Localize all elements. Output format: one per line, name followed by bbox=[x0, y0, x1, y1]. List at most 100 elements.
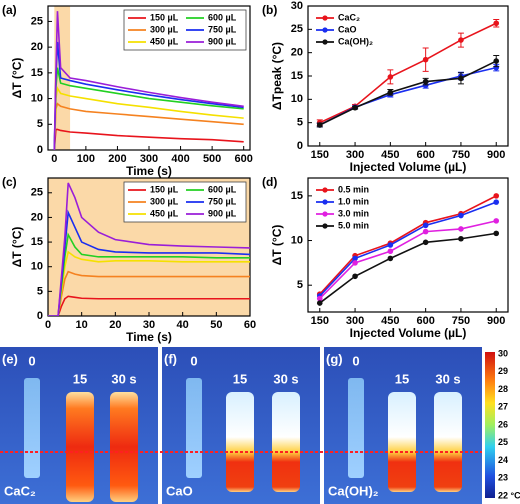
line bbox=[319, 201, 497, 297]
marker bbox=[422, 56, 429, 63]
colorbar-label: 23 bbox=[498, 473, 508, 483]
panel-label: (f) bbox=[164, 351, 177, 366]
x-tick-label: 10 bbox=[76, 319, 88, 331]
x-tick-label: 0 bbox=[51, 153, 57, 165]
marker bbox=[387, 89, 394, 96]
legend-marker bbox=[322, 199, 328, 205]
chart-panel: 0 100 200 300 400 500 600 0 5 10 15 20 25 Time (s) ΔT … bbox=[2, 3, 253, 178]
y-tick-label: 25 bbox=[31, 15, 43, 27]
time-label: 15 bbox=[233, 371, 247, 386]
series-group bbox=[53, 11, 244, 150]
tube bbox=[348, 378, 364, 478]
y-tick-label: 5 bbox=[37, 285, 43, 297]
plot-frame bbox=[307, 177, 509, 313]
x-tick-label: 600 bbox=[416, 149, 434, 161]
line bbox=[53, 67, 244, 150]
tube bbox=[24, 378, 40, 478]
line bbox=[53, 102, 244, 150]
colorbar-label: 22 °C bbox=[498, 490, 520, 500]
y-tick-label: 5 bbox=[297, 279, 303, 291]
x-tick-label: 900 bbox=[487, 315, 505, 327]
x-tick-label: 0 bbox=[45, 319, 51, 331]
marker bbox=[458, 226, 464, 232]
y-tick-label: 25 bbox=[31, 187, 43, 199]
legend-label: 900 µL bbox=[208, 36, 237, 46]
sample-label: CaO bbox=[166, 483, 193, 498]
x-tick-label: 150 bbox=[311, 149, 329, 161]
x-tick-label: 50 bbox=[210, 319, 222, 331]
marker bbox=[352, 255, 358, 262]
line bbox=[319, 220, 497, 300]
y-tick-label: 5 bbox=[297, 117, 303, 129]
thermal-panel-e: (e) 0 15 30 s CaC₂ bbox=[0, 347, 158, 504]
series-group bbox=[316, 193, 500, 306]
time-label: 0 bbox=[190, 353, 197, 368]
y-tick-label: 0 bbox=[37, 310, 43, 322]
panel-label: (b) bbox=[262, 3, 277, 17]
time-label: 30 s bbox=[435, 371, 460, 386]
legend-label: 900 µL bbox=[208, 208, 237, 218]
marker bbox=[352, 273, 358, 280]
y-axis-label: ΔT (°C) bbox=[10, 227, 24, 268]
time-label: 15 bbox=[395, 371, 409, 386]
x-axis-label: Injected Volume (µL) bbox=[350, 160, 467, 174]
marker bbox=[422, 239, 429, 246]
x-tick-label: 20 bbox=[109, 319, 121, 331]
legend-label: CaO bbox=[338, 24, 357, 34]
colorbar-label: 30 bbox=[498, 348, 508, 358]
marker bbox=[316, 122, 323, 128]
x-axis-label: Time (s) bbox=[126, 164, 172, 178]
series-group bbox=[316, 19, 500, 128]
marker bbox=[316, 295, 323, 302]
x-tick-label: 600 bbox=[235, 153, 253, 165]
panel-label: (g) bbox=[326, 351, 343, 366]
tube bbox=[388, 392, 416, 492]
legend-marker bbox=[322, 39, 328, 45]
line bbox=[53, 11, 244, 150]
legend-label: 750 µL bbox=[208, 196, 237, 206]
marker bbox=[422, 222, 429, 229]
panel-label: (d) bbox=[262, 175, 277, 189]
y-tick-label: 20 bbox=[31, 211, 43, 223]
legend-label: Ca(OH)₂ bbox=[338, 36, 373, 46]
plot-frame bbox=[47, 177, 251, 317]
time-label: 15 bbox=[73, 371, 87, 386]
line bbox=[48, 182, 250, 316]
y-tick-label: 10 bbox=[31, 92, 43, 104]
legend: 150 µL 300 µL 450 µL 600 µL 750 µL 900 µL bbox=[123, 9, 247, 51]
x-tick-label: 300 bbox=[140, 153, 158, 165]
thermal-panel-f: (f) 0 15 30 s CaO bbox=[162, 347, 320, 504]
chart-panel: 150 300 450 600 750 900 5 10 15 Injected Volume (… bbox=[262, 175, 509, 340]
y-tick-label: 5 bbox=[37, 118, 43, 130]
x-tick-label: 200 bbox=[108, 153, 126, 165]
x-tick-label: 30 bbox=[143, 319, 155, 331]
x-tick-label: 750 bbox=[452, 149, 470, 161]
line bbox=[319, 232, 497, 304]
y-tick-label: 0 bbox=[37, 144, 43, 156]
marker bbox=[352, 104, 358, 111]
marker bbox=[316, 300, 323, 306]
x-tick-label: 300 bbox=[346, 149, 364, 161]
legend-label: 3.0 min bbox=[338, 208, 369, 218]
colorbar-label: 25 bbox=[498, 437, 508, 447]
x-tick-label: 450 bbox=[381, 149, 399, 161]
marker bbox=[493, 218, 500, 224]
y-tick-label: 0 bbox=[297, 140, 303, 152]
y-axis-label: ΔTpeak (°C) bbox=[270, 42, 284, 110]
legend-label: 750 µL bbox=[208, 24, 237, 34]
series-group bbox=[48, 182, 250, 316]
legend-label: 1.0 min bbox=[338, 196, 369, 206]
legend-marker bbox=[322, 27, 328, 33]
y-tick-label: 15 bbox=[31, 67, 43, 79]
x-tick-label: 40 bbox=[177, 319, 189, 331]
legend-marker bbox=[322, 15, 328, 21]
line bbox=[53, 41, 244, 150]
tube bbox=[110, 392, 138, 502]
tube bbox=[226, 392, 254, 492]
plot-frame bbox=[47, 5, 251, 151]
line bbox=[319, 66, 497, 126]
sample-label: CaC₂ bbox=[4, 483, 36, 498]
legend-label: 150 µL bbox=[150, 184, 179, 194]
legend-label: 450 µL bbox=[150, 36, 179, 46]
